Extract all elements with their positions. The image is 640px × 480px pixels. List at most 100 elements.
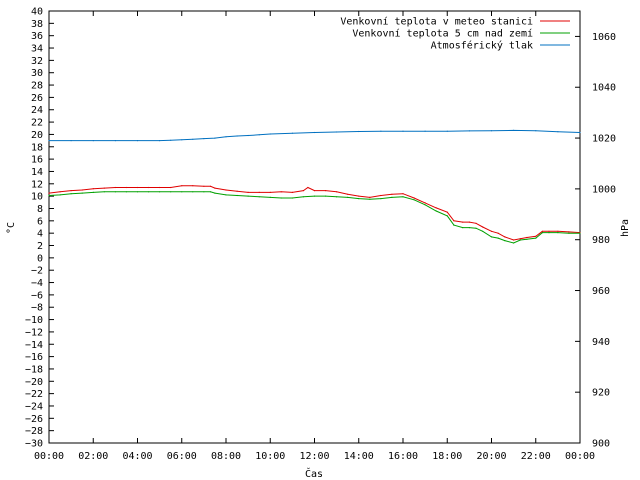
y-right-tick-label: 1040 [592,83,616,94]
series-point-1 [302,196,304,198]
y-left-tick-label: −18 [25,364,43,375]
series-point-0 [557,230,559,232]
series-point-2 [269,133,271,135]
series-point-0 [258,191,260,193]
series-point-0 [136,186,139,189]
series-point-2 [291,132,293,134]
series-point-2 [92,140,94,142]
series-point-2 [136,140,139,142]
y-right-tick-label: 1000 [592,184,616,195]
series-point-1 [402,196,404,198]
y-left-tick-label: −8 [31,303,43,314]
series-point-1 [413,199,415,201]
series-point-1 [336,196,338,198]
series-point-1 [280,197,282,199]
series-point-1 [504,240,506,242]
series-point-1 [557,232,559,234]
series-point-0 [48,192,50,194]
y-left-tick-label: 34 [31,44,43,55]
y-left-tick-label: −22 [25,389,43,400]
series-point-2 [336,131,338,133]
series-point-2 [358,130,360,133]
series-point-0 [535,235,537,237]
series-point-0 [413,197,415,199]
series-point-2 [170,139,172,141]
series-point-2 [402,130,404,132]
series-point-0 [497,232,499,234]
series-point-0 [125,186,127,189]
series-point-0 [369,196,371,198]
series-point-1 [391,196,393,198]
series-line-0 [48,185,581,241]
tick-labels: −30−28−26−24−22−20−18−16−14−12−10−8−6−4−… [25,7,616,463]
series-point-1 [136,191,139,193]
series-point-1 [225,194,227,196]
y-right-tick-label: 960 [592,286,610,297]
series-point-0 [504,236,506,238]
y-left-tick-label: 30 [31,68,43,79]
series-point-0 [541,230,544,232]
series-point-2 [203,138,205,140]
series-point-0 [313,190,316,192]
series-point-1 [482,230,484,232]
series-point-0 [92,188,94,190]
x-tick-label: 18:00 [432,451,462,462]
series-point-1 [347,196,349,198]
y-left-tick-label: 14 [31,167,43,178]
y-left-tick-label: 8 [37,204,43,215]
series-point-1 [468,227,470,229]
series-point-0 [170,186,172,189]
legend-label-1: Venkovní teplota 5 cm nad zemí [352,28,533,40]
series-point-0 [402,193,404,195]
y-left-tick-label: −12 [25,327,43,338]
series-point-0 [548,230,550,232]
series-point-2 [468,130,470,132]
x-tick-label: 08:00 [211,451,241,462]
y-right-tick-label: 1060 [592,32,616,43]
series-point-0 [209,185,212,187]
x-tick-label: 02:00 [78,451,108,462]
series-point-0 [453,220,455,222]
series-point-2 [424,130,426,132]
series-point-0 [203,185,205,187]
series-point-0 [148,186,150,189]
y-left-tick-label: 26 [31,93,43,104]
series-point-0 [214,187,216,189]
series-point-0 [59,191,61,193]
y-right-tick-label: 900 [592,439,610,450]
series-point-1 [247,195,249,197]
series-point-1 [291,197,293,199]
y-right-tick-label: 1020 [592,134,616,145]
series-point-1 [475,227,477,229]
series-point-1 [313,195,316,197]
series-point-1 [236,194,238,197]
series-point-0 [280,191,282,193]
series-point-1 [424,204,426,206]
series-point-2 [535,130,537,132]
series-point-1 [258,196,260,198]
y-right-tick-label: 920 [592,388,610,399]
series-point-0 [103,187,105,189]
series-point-1 [209,191,212,193]
y-left-tick-label: 4 [37,229,43,240]
series-point-1 [519,239,521,241]
series-point-2 [490,130,493,132]
series-point-2 [159,140,161,142]
y-left-tick-label: −20 [25,377,43,388]
y-left-tick-label: 24 [31,105,43,116]
y-left-tick-label: −2 [31,266,43,277]
y-left-tick-label: 0 [37,253,43,264]
series-point-2 [258,134,260,136]
y-left-tick-label: 22 [31,118,43,129]
series-point-1 [435,210,437,212]
series-point-1 [579,232,581,234]
x-axis-label: Čas [305,467,323,480]
series-point-0 [81,189,83,191]
series-point-1 [125,191,127,193]
legend: Venkovní teplota v meteo staniciVenkovní… [340,16,570,52]
x-tick-label: 00:00 [565,451,595,462]
legend-label-2: Atmosférický tlak [431,40,533,52]
series-point-0 [181,185,183,187]
series-point-1 [446,215,448,217]
